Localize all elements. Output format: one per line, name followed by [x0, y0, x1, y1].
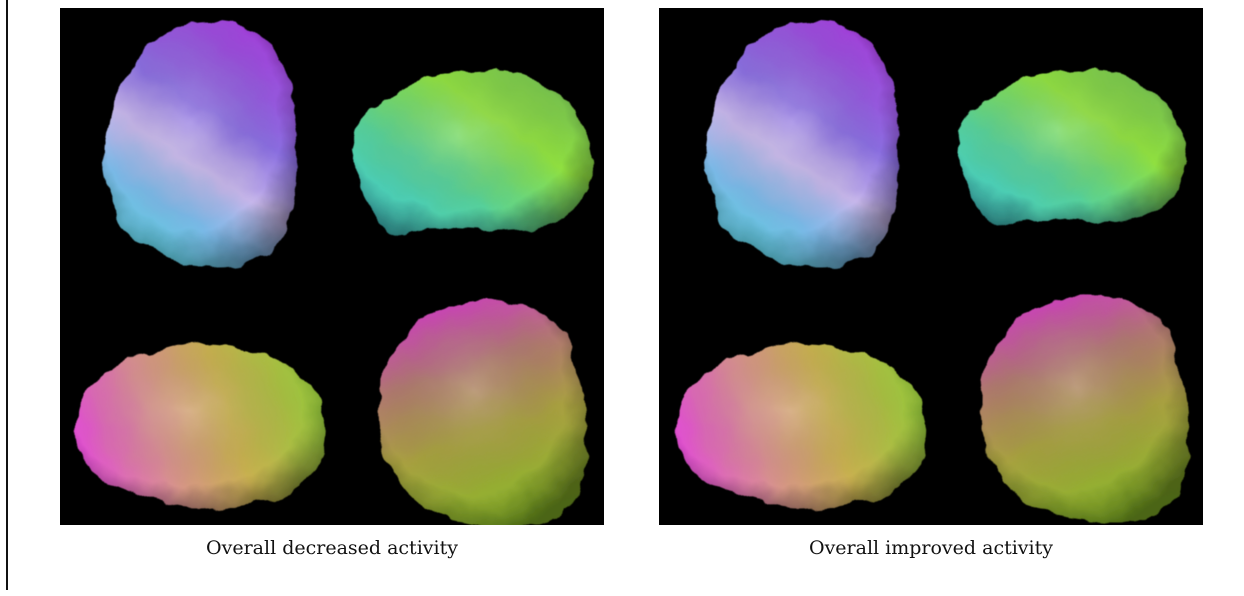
figure: Overall improved activity — [659, 8, 1203, 559]
margin-rule — [6, 0, 8, 590]
brain-image — [60, 8, 604, 525]
figure: Overall decreased activity — [60, 8, 604, 559]
page: Overall decreased activity Overall impro… — [0, 0, 1244, 596]
brain-image — [659, 8, 1203, 525]
caption: Overall decreased activity — [60, 537, 604, 559]
caption: Overall improved activity — [659, 537, 1203, 559]
